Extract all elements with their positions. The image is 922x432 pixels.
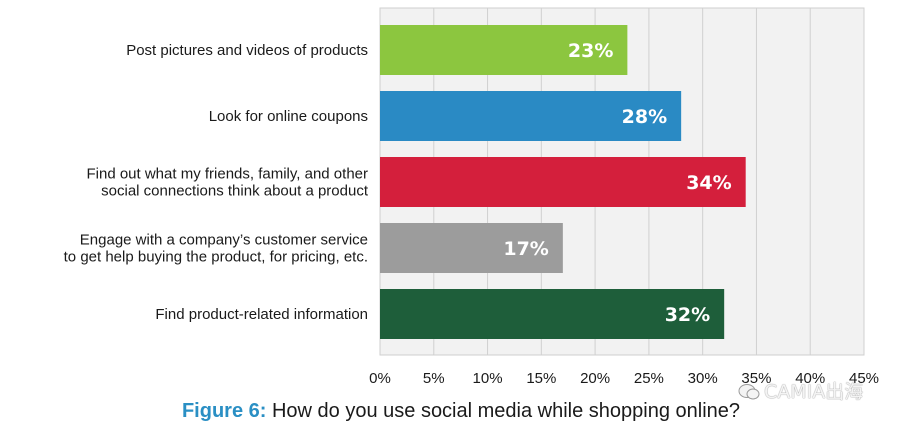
data-label: 23% <box>568 40 613 62</box>
category-label: Find product-related information <box>155 306 368 323</box>
tick-label: 5% <box>423 370 445 387</box>
category-label: Post pictures and videos of products <box>126 42 368 59</box>
watermark: CAMIA出海 <box>738 377 863 404</box>
bar <box>380 91 682 141</box>
category-labels: Post pictures and videos of products Look… <box>64 42 369 323</box>
data-label: 17% <box>503 238 548 260</box>
tick-label: 40% <box>795 370 825 387</box>
data-label: 32% <box>665 304 710 326</box>
bars-group: 23% 28% 34% 17% 32% <box>380 25 746 339</box>
tick-label: 15% <box>526 370 556 387</box>
bar <box>380 289 725 339</box>
category-label: Engage with a company’s customer service <box>80 232 368 249</box>
tick-label: 45% <box>849 370 879 387</box>
category-label: to get help buying the product, for pric… <box>64 249 368 266</box>
bar <box>380 25 628 75</box>
x-axis-ticks: 0% 5% 10% 15% 20% 25% 30% 35% 40% 45% <box>369 370 879 387</box>
bar <box>380 223 563 273</box>
figure-caption-text: How do you use social media while shoppi… <box>266 400 741 422</box>
category-label: Find out what my friends, family, and ot… <box>86 166 368 183</box>
category-label: social connections think about a product <box>101 183 369 200</box>
tick-label: 30% <box>688 370 718 387</box>
tick-label: 20% <box>580 370 610 387</box>
figure-caption: Figure 6: How do you use social media wh… <box>0 400 922 423</box>
bar-chart: 23% 28% 34% 17% 32% Post pictures and videos… <box>64 7 879 387</box>
tick-label: 25% <box>634 370 664 387</box>
tick-label: 0% <box>369 370 391 387</box>
tick-label: 35% <box>741 370 771 387</box>
data-label: 28% <box>622 106 667 128</box>
watermark-text: CAMIA出海 <box>764 381 864 403</box>
bar <box>380 157 746 207</box>
data-label: 34% <box>686 172 731 194</box>
wechat-icon <box>738 384 760 400</box>
figure-label: Figure 6: <box>181 400 267 422</box>
category-label: Look for online coupons <box>209 108 368 125</box>
tick-label: 10% <box>473 370 503 387</box>
